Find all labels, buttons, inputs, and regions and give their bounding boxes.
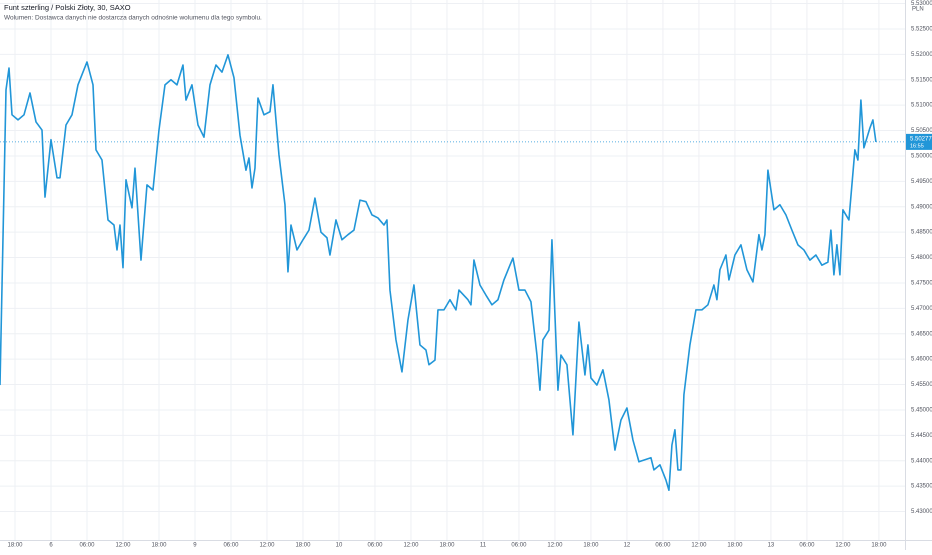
x-tick-label: 06:00 bbox=[655, 543, 671, 549]
y-tick-label: 5.50000 bbox=[911, 154, 932, 160]
x-tick-label: 06:00 bbox=[799, 543, 815, 549]
y-tick-label: 5.45000 bbox=[911, 408, 932, 414]
x-tick-label: 12:00 bbox=[259, 543, 275, 549]
last-price-time: 16:55 bbox=[910, 143, 924, 149]
x-tick-label: 9 bbox=[193, 543, 197, 549]
y-tick-label: 5.46000 bbox=[911, 357, 932, 363]
y-tick-label: 5.43000 bbox=[911, 509, 932, 515]
last-price-box bbox=[906, 133, 932, 150]
x-tick-label: 18:00 bbox=[727, 543, 743, 549]
axes: 5.43000 5.43500 5.44000 5.44500 5.45000 5.455… bbox=[7, 1, 932, 549]
y-tick-label: 5.51500 bbox=[911, 77, 932, 83]
y-tick-label: 5.47000 bbox=[911, 306, 932, 312]
grid bbox=[0, 0, 905, 540]
x-tick-label: 18:00 bbox=[295, 543, 311, 549]
x-tick-label: 10 bbox=[336, 543, 343, 549]
x-tick-label: 18:00 bbox=[7, 543, 23, 549]
y-tick-label: 5.52500 bbox=[911, 27, 932, 33]
y-tick-label: 5.50500 bbox=[911, 128, 932, 134]
y-tick-label: 5.48500 bbox=[911, 230, 932, 236]
y-tick-label: 5.43500 bbox=[911, 484, 932, 490]
x-tick-label: 12:00 bbox=[115, 543, 131, 549]
chart-subtitle: Wolumen: Dostawca danych nie dostarcza d… bbox=[4, 15, 262, 22]
x-tick-label: 11 bbox=[480, 543, 487, 549]
currency-label: PLN bbox=[912, 7, 924, 13]
y-tick-label: 5.51000 bbox=[911, 103, 932, 109]
y-tick-label: 5.46500 bbox=[911, 331, 932, 337]
y-tick-label: 5.45500 bbox=[911, 382, 932, 388]
y-tick-label: 5.52000 bbox=[911, 52, 932, 58]
x-tick-label: 18:00 bbox=[151, 543, 167, 549]
x-tick-label: 12:00 bbox=[547, 543, 563, 549]
x-tick-label: 13 bbox=[768, 543, 775, 549]
x-tick-label: 12:00 bbox=[835, 543, 851, 549]
y-tick-label: 5.47500 bbox=[911, 281, 932, 287]
y-tick-label: 5.48000 bbox=[911, 255, 932, 261]
y-tick-label: 5.53000 bbox=[911, 1, 932, 7]
y-tick-label: 5.49500 bbox=[911, 179, 932, 185]
x-tick-label: 12 bbox=[624, 543, 631, 549]
chart-title: Funt szterling / Polski Złoty, 30, SAXO bbox=[4, 3, 131, 12]
plot bbox=[0, 54, 905, 492]
x-tick-label: 12:00 bbox=[691, 543, 707, 549]
x-tick-label: 06:00 bbox=[367, 543, 383, 549]
x-tick-label: 18:00 bbox=[439, 543, 455, 549]
last-price-label: 5.50277 bbox=[910, 136, 932, 142]
x-tick-label: 12:00 bbox=[403, 543, 419, 549]
y-tick-label: 5.44000 bbox=[911, 458, 932, 464]
x-tick-label: 06:00 bbox=[223, 543, 239, 549]
x-tick-label: 06:00 bbox=[79, 543, 95, 549]
x-tick-label: 18:00 bbox=[583, 543, 599, 549]
x-tick-label: 18:00 bbox=[871, 543, 887, 549]
x-tick-label: 6 bbox=[49, 543, 53, 549]
y-tick-label: 5.49000 bbox=[911, 204, 932, 210]
x-tick-label: 06:00 bbox=[511, 543, 527, 549]
y-tick-label: 5.44500 bbox=[911, 433, 932, 439]
price-line bbox=[0, 54, 877, 492]
